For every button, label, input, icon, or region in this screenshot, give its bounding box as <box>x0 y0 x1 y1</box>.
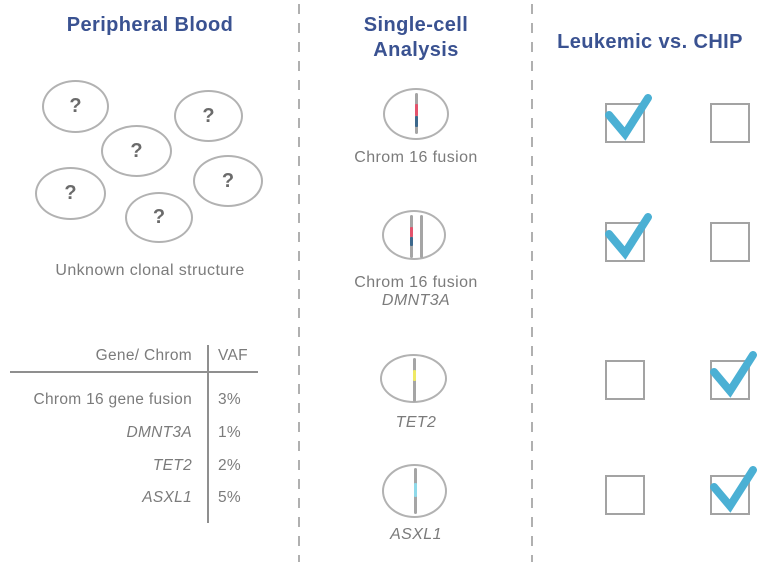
cell-sublabel: DMNT3A <box>381 292 451 309</box>
question-mark: ? <box>152 206 166 228</box>
comparison-title: Leukemic vs. CHIP <box>557 31 743 53</box>
single-cell-title: Single-cell Analysis <box>300 13 532 63</box>
question-mark: ? <box>130 139 143 162</box>
fusion-red-segment <box>415 104 418 116</box>
single-cell-tet2 <box>380 354 447 403</box>
table-row: DMNT3A 1% <box>10 424 258 442</box>
cell-label: Chrom 16 fusion <box>354 274 478 291</box>
single-cell-title-line2: Analysis <box>373 39 459 61</box>
vaf-column-header: VAF <box>218 347 248 364</box>
cell-label: ASXL1 <box>390 526 442 543</box>
gene-name: DMNT3A <box>126 424 192 441</box>
fusion-blue-segment <box>415 116 418 127</box>
table-header-rule <box>10 371 258 373</box>
check-icon <box>605 94 652 141</box>
leukemic-checkbox-row1[interactable] <box>605 94 652 143</box>
gene-name: Chrom 16 gene fusion <box>33 391 192 408</box>
clonal-structure-caption: Unknown clonal structure <box>55 262 245 279</box>
table-column-divider <box>207 345 209 523</box>
vaf-value: 3% <box>218 391 242 408</box>
leukemic-checkbox-row4[interactable] <box>605 475 645 515</box>
single-cell-chrom16-fusion <box>383 88 449 140</box>
question-mark: ? <box>221 169 235 192</box>
chip-checkbox-row1[interactable] <box>710 103 750 143</box>
table-row: TET2 2% <box>10 457 258 475</box>
vaf-value: 1% <box>218 424 242 441</box>
gene-name: ASXL1 <box>142 489 192 506</box>
check-icon <box>710 466 757 513</box>
tet2-yellow-segment <box>413 370 416 381</box>
table-row: Chrom 16 gene fusion 3% <box>10 391 258 409</box>
blood-cell: ? <box>101 125 172 177</box>
asxl1-cyan-segment <box>414 483 417 497</box>
gene-column-header: Gene/ Chrom <box>95 347 192 364</box>
vaf-value: 5% <box>218 489 242 506</box>
question-mark: ? <box>64 182 77 204</box>
fusion-red-segment <box>410 227 413 237</box>
column-divider-1 <box>298 4 300 562</box>
blood-cell: ? <box>42 80 109 133</box>
question-mark: ? <box>202 104 215 127</box>
cell-label: Chrom 16 fusion <box>354 149 478 166</box>
table-header-row: Gene/ Chrom VAF <box>10 347 258 365</box>
fusion-blue-segment <box>410 237 413 246</box>
cell-label: TET2 <box>395 414 437 431</box>
table-row: ASXL1 5% <box>10 489 258 507</box>
leukemic-checkbox-row3[interactable] <box>605 360 645 400</box>
chip-checkbox-row3[interactable] <box>710 351 757 400</box>
blood-cell: ? <box>174 90 243 142</box>
leukemic-checkbox-row2[interactable] <box>605 213 652 262</box>
blood-cell: ? <box>125 192 193 243</box>
single-cell-asxl1 <box>382 464 447 518</box>
blood-cell: ? <box>193 155 263 207</box>
check-icon <box>605 213 652 260</box>
gene-name: TET2 <box>152 457 192 474</box>
chromosome-bar <box>420 215 423 258</box>
peripheral-blood-title: Peripheral Blood <box>66 14 234 36</box>
single-cell-title-line1: Single-cell <box>363 14 469 36</box>
check-icon <box>710 351 757 398</box>
question-mark: ? <box>69 95 82 117</box>
blood-cell: ? <box>35 167 106 220</box>
vaf-table: Gene/ Chrom VAF Chrom 16 gene fusion 3% … <box>10 345 258 525</box>
column-divider-2 <box>531 4 533 562</box>
vaf-value: 2% <box>218 457 242 474</box>
chip-checkbox-row4[interactable] <box>710 466 757 515</box>
single-cell-chrom16-fusion-dmnt3a <box>382 210 446 260</box>
chip-checkbox-row2[interactable] <box>710 222 750 262</box>
